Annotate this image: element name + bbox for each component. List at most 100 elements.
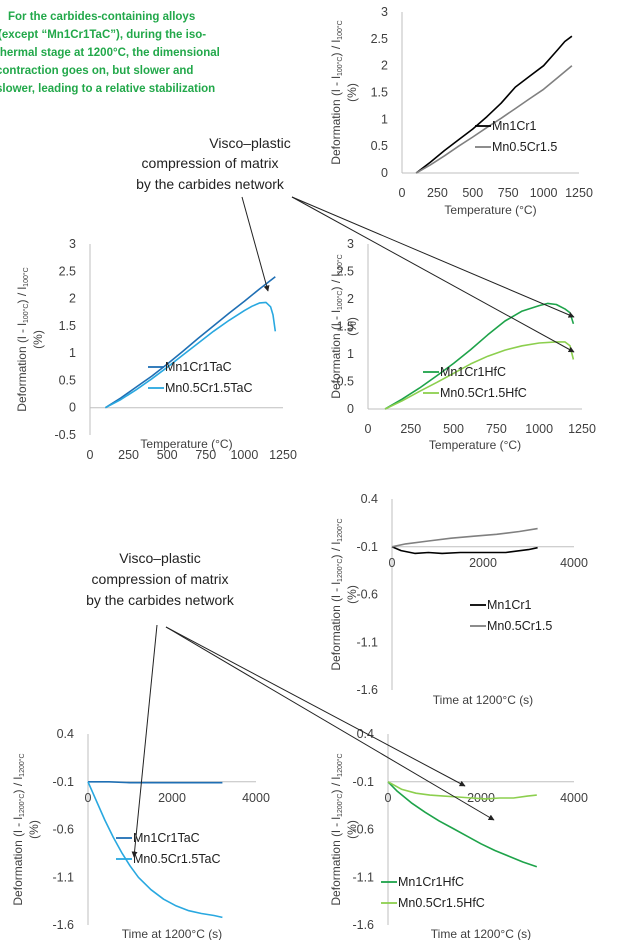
x-tick-label: 250 <box>400 422 421 436</box>
y-tick-label: 0.4 <box>361 492 378 506</box>
x-tick-label: 2000 <box>469 556 497 570</box>
series-line-Mn1Cr1HfC <box>384 302 575 410</box>
y-axis-title-unit: (%) <box>345 585 359 604</box>
x-tick-label: 0 <box>365 422 372 436</box>
x-tick-label: 1250 <box>565 186 593 200</box>
note-line-4: contraction goes on, but slower and <box>0 65 193 77</box>
x-tick-label: 2000 <box>158 791 186 805</box>
x-tick-label: 0 <box>87 448 94 462</box>
y-axis-title: Deformation (l - l1200°C) / l1200°C <box>329 518 344 670</box>
y-axis-title-unit: (%) <box>31 330 45 349</box>
x-axis-title: Time at 1200°C (s) <box>122 927 222 940</box>
y-tick-label: 3 <box>69 237 76 251</box>
y-tick-label: 0.4 <box>57 727 74 741</box>
x-tick-label: 4000 <box>560 791 588 805</box>
y-tick-label: -0.1 <box>356 540 378 554</box>
arrow-upper-to-tac <box>241 196 270 292</box>
legend: Mn1Cr1 Mn0.5Cr1.5 <box>470 598 552 633</box>
x-tick-label: 750 <box>498 186 519 200</box>
legend: Mn1Cr1 Mn0.5Cr1.5 <box>475 119 557 154</box>
visco-upper-line-3: by the carbides network <box>136 176 285 192</box>
x-tick-label: 250 <box>118 448 139 462</box>
legend-label: Mn1Cr1 <box>487 598 532 612</box>
charts-layer: 00.511.522.530 250 500 750 1000 1250Temperatu… <box>11 5 596 940</box>
legend-label: Mn1Cr1HfC <box>398 875 464 889</box>
y-tick-label: -0.5 <box>54 428 76 442</box>
x-tick-label: 0 <box>399 186 406 200</box>
legend: Mn1Cr1TaC Mn0.5Cr1.5TaC <box>116 831 221 866</box>
x-tick-label: 1250 <box>568 422 596 436</box>
y-tick-label: 0.5 <box>337 375 354 389</box>
legend: Mn1Cr1TaC Mn0.5Cr1.5TaC <box>148 360 253 395</box>
y-tick-label: 2 <box>381 59 388 73</box>
x-tick-label: 750 <box>195 448 216 462</box>
y-tick-label: 3 <box>381 5 388 19</box>
y-axis-title: Deformation (l - l100°C) / l100°C <box>329 20 344 164</box>
chart-heat-hfc: 0 0.5 1 1.5 2 2.5 3 0 250 500 750 1000 1250 Temperatu… <box>329 237 596 452</box>
y-tick-label: 1 <box>381 112 388 126</box>
x-tick-label: 750 <box>486 422 507 436</box>
y-tick-label: 2.5 <box>59 264 76 278</box>
x-tick-label: 0 <box>85 791 92 805</box>
note-line-2: (except “Mn1Cr1TaC”), during the iso- <box>0 29 206 41</box>
y-axis-title: Deformation (l - l1200°C) / l1200°C <box>329 753 344 905</box>
y-tick-label: 1.5 <box>371 86 388 100</box>
y-axis-title: Deformation (l - l100°C) / l100°C <box>329 254 344 398</box>
legend: Mn1Cr1HfC Mn0.5Cr1.5HfC <box>381 875 485 910</box>
x-tick-label: 250 <box>427 186 448 200</box>
y-tick-label: -1.6 <box>356 683 378 697</box>
series-line-Mn1Cr1HfC <box>387 781 538 868</box>
y-axis-title: Deformation (l - l100°C) / l100°C <box>15 267 30 411</box>
arrow-lower-to-hfc-2 <box>165 626 495 821</box>
y-tick-label: 0 <box>69 401 76 415</box>
x-tick-label: 2000 <box>467 791 495 805</box>
visco-upper-line-2: compression of matrix <box>142 155 279 171</box>
y-axis-title-unit: (%) <box>345 820 359 839</box>
y-tick-label: -1.6 <box>352 918 374 932</box>
y-tick-label: 3 <box>347 237 354 251</box>
annotation-arrows <box>131 196 575 858</box>
series-line-Mn1Cr1TaC <box>104 276 276 409</box>
chart-iso-hfc: -1.6 -1.1 -0.6 -0.1 0.4 0 2000 4000 Time at 1200… <box>329 727 588 940</box>
y-tick-label: -0.1 <box>352 775 374 789</box>
y-tick-label: -1.6 <box>52 918 74 932</box>
x-tick-label: 500 <box>157 448 178 462</box>
legend-label: Mn0.5Cr1.5HfC <box>440 386 527 400</box>
x-axis-title: Temperature (°C) <box>140 437 232 451</box>
legend-label: Mn0.5Cr1.5 <box>487 619 552 633</box>
visco-plastic-note-upper: Visco–plastic compression of matrix by t… <box>136 135 291 192</box>
chart-iso-tac: -1.6 -1.1 -0.6 -0.1 0.4 0 2000 4000 Time at 1200… <box>11 727 270 940</box>
y-tick-label: -0.6 <box>356 588 378 602</box>
y-tick-label: 2.5 <box>371 32 388 46</box>
y-tick-label: 2.5 <box>337 265 354 279</box>
series-line-Mn0.5Cr1.5TaC <box>105 301 277 409</box>
arrow-upper-to-hfc-1 <box>291 196 575 318</box>
x-tick-label: 1000 <box>525 422 553 436</box>
x-axis-title: Time at 1200°C (s) <box>433 693 533 707</box>
arrow-upper-to-hfc-2 <box>291 196 575 353</box>
legend-label: Mn1Cr1TaC <box>133 831 200 845</box>
x-tick-label: 1000 <box>530 186 558 200</box>
chart-heat-mn-cr: 0 0.5 1 1.5 2 2.5 3 0 250 500 750 1000 1250 Temperatu… <box>329 5 593 217</box>
legend-label: Mn1Cr1 <box>492 119 537 133</box>
y-tick-label: 1 <box>347 347 354 361</box>
legend-label: Mn0.5Cr1.5TaC <box>165 381 253 395</box>
visco-plastic-note-lower: Visco–plastic compression of matrix by t… <box>86 550 235 608</box>
legend-label: Mn0.5Cr1.5 <box>492 140 557 154</box>
arrow-lower-to-tac <box>131 624 158 858</box>
y-tick-label: 1.5 <box>337 320 354 334</box>
isothermal-stabilization-note: For the carbides-containing alloys (exce… <box>0 11 220 95</box>
legend-label: Mn1Cr1TaC <box>165 360 232 374</box>
legend-label: Mn1Cr1HfC <box>440 365 506 379</box>
y-tick-label: 1.5 <box>59 319 76 333</box>
y-tick-label: 0 <box>347 402 354 416</box>
x-tick-label: 4000 <box>242 791 270 805</box>
x-tick-label: 0 <box>385 791 392 805</box>
x-tick-label: 0 <box>389 556 396 570</box>
x-axis-title: Temperature (°C) <box>444 203 536 217</box>
y-axis-title: Deformation (l - l1200°C) / l1200°C <box>11 753 26 905</box>
x-tick-label: 500 <box>443 422 464 436</box>
y-tick-label: -0.6 <box>352 823 374 837</box>
y-tick-label: 0.4 <box>357 727 374 741</box>
